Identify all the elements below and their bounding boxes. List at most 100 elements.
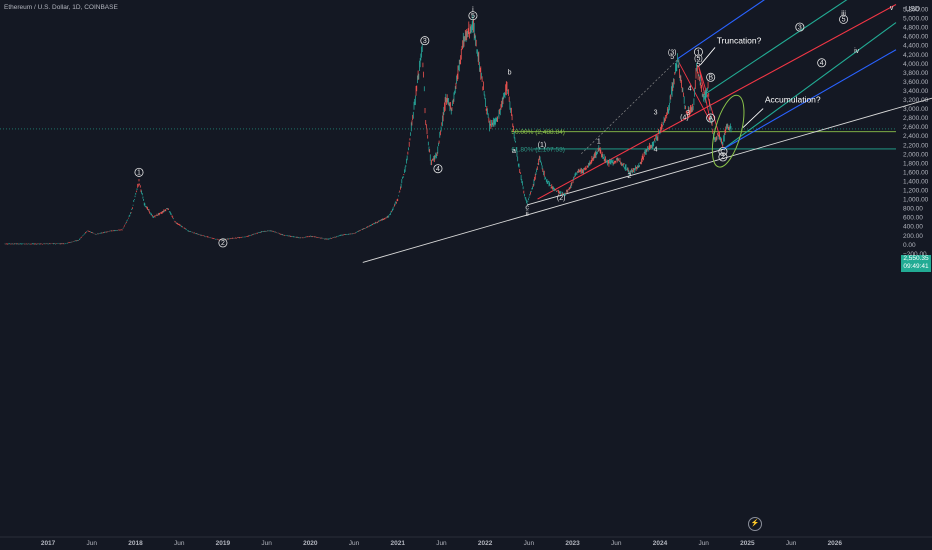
wave-label-circle	[706, 72, 716, 82]
y-tick-label: 4,000.00	[903, 61, 929, 68]
wave-label: C	[720, 149, 725, 156]
x-tick-label: Jun	[349, 540, 360, 547]
wave-label: 5	[670, 54, 674, 61]
wave-label: c	[525, 204, 529, 211]
y-tick-label: 600.00	[903, 215, 923, 222]
wave-label: iv	[854, 48, 860, 55]
y-tick-label: 0.00	[903, 242, 916, 249]
wave-label: 3	[423, 38, 427, 45]
y-tick-label: 4,200.00	[903, 52, 929, 59]
accumulation-arrow	[742, 108, 764, 128]
x-tick-label: 2019	[216, 540, 231, 547]
wave-label-circle	[839, 14, 849, 24]
wave-label: v	[890, 5, 894, 12]
y-tick-label: 3,400.00	[903, 88, 929, 95]
y-tick-label: 2,800.00	[903, 115, 929, 122]
wave-label: 4	[654, 147, 658, 154]
truncation-annotation: Truncation?	[717, 35, 762, 45]
wave-label: 2	[221, 240, 225, 247]
wave-label: 2	[627, 173, 631, 180]
wave-label: 3	[798, 24, 802, 31]
x-tick-label: Jun	[524, 540, 535, 547]
wave-label-circle	[693, 47, 703, 57]
wave-label: 1	[137, 170, 141, 177]
y-tick-label: 3,600.00	[903, 79, 929, 86]
y-tick-label: 2,200.00	[903, 142, 929, 149]
wave-label: a	[512, 148, 516, 155]
wave-label: 2	[721, 154, 725, 161]
wave-label: iii	[841, 10, 846, 17]
x-tick-label: 2023	[565, 540, 580, 547]
green-channel-lower	[722, 22, 897, 150]
wave-label-circle	[817, 58, 827, 68]
wave-label-circle	[718, 152, 728, 162]
wave-label: 5	[471, 13, 475, 20]
x-tick-label: Jun	[174, 540, 185, 547]
y-tick-label: 1,400.00	[903, 178, 929, 185]
y-tick-label: 1,200.00	[903, 188, 929, 195]
support-trendline	[362, 97, 932, 263]
fib-level-label: 61.80% (2,107.53)	[511, 146, 564, 153]
x-tick-label: 2020	[303, 540, 318, 547]
y-tick-label: 4,600.00	[903, 34, 929, 41]
wave-label: 5	[696, 61, 700, 68]
wave-label-circle	[468, 11, 478, 21]
red-channel-center	[537, 3, 897, 200]
wave-label: (4)	[680, 114, 689, 121]
y-tick-label: 400.00	[903, 224, 923, 231]
y-tick-label: 4,400.00	[903, 43, 929, 50]
wave-label: 1	[597, 138, 601, 145]
y-tick-label: 2,000.00	[903, 151, 929, 158]
wave-label-circle	[433, 164, 443, 174]
y-tick-label: 3,200.00	[903, 97, 929, 104]
y-tick-label: 2,600.00	[903, 124, 929, 131]
candle-countdown: 09:49:41	[903, 263, 929, 270]
wave-label-circle	[134, 167, 144, 177]
x-tick-label: Jun	[698, 540, 709, 547]
wave-label: b	[508, 70, 512, 77]
wave-label: 4	[820, 60, 824, 67]
x-tick-label: Jun	[436, 540, 447, 547]
dashed-projection	[581, 59, 678, 155]
wave-label: 4	[436, 166, 440, 173]
y-tick-label: 1,000.00	[903, 197, 929, 204]
x-tick-label: Jun	[611, 540, 622, 547]
blue-channel-upper	[677, 0, 765, 60]
x-tick-label: 2021	[391, 540, 406, 547]
y-tick-label: 200.00	[903, 233, 923, 240]
replay-icon[interactable]: ⚡	[748, 517, 762, 531]
accumulation-annotation: Accumulation?	[765, 95, 821, 105]
x-tick-label: 2026	[828, 540, 843, 547]
wave-label: (5)	[694, 56, 703, 63]
wave-label: B	[708, 75, 713, 82]
wave-label-circle	[420, 36, 430, 46]
y-tick-label: 3,000.00	[903, 106, 929, 113]
wave-label-circle	[795, 22, 805, 32]
wave-label-circle	[706, 113, 716, 123]
y-tick-label: 5,200.00	[903, 7, 929, 14]
abc-zigzag	[677, 59, 724, 148]
wave-label-circle	[218, 238, 228, 248]
x-tick-label: Jun	[786, 540, 797, 547]
base-trendline	[526, 148, 724, 206]
wave-label-circle	[718, 146, 728, 156]
x-tick-label: 2017	[41, 540, 56, 547]
wave-label: (3)	[668, 49, 677, 56]
wave-label: 3	[654, 109, 658, 116]
last-price-badge: 2,550.35 09:49:41	[901, 255, 931, 272]
currency-label: USD	[905, 6, 920, 13]
x-tick-label: 2025	[740, 540, 755, 547]
y-tick-label: 1,600.00	[903, 169, 929, 176]
y-tick-label: 800.00	[903, 206, 923, 213]
accumulation-ellipse	[711, 94, 745, 168]
x-tick-label: 2018	[128, 540, 143, 547]
truncation-arrow	[699, 47, 716, 66]
wave-label: (2)	[557, 195, 566, 202]
y-tick-label: −200.00	[903, 251, 927, 258]
wave-label: ii	[526, 211, 530, 218]
fib-level-label: 50.00% (2,488.84)	[511, 129, 564, 136]
y-tick-label: 2,400.00	[903, 133, 929, 140]
y-tick-label: 1,800.00	[903, 160, 929, 167]
x-tick-label: Jun	[87, 540, 98, 547]
